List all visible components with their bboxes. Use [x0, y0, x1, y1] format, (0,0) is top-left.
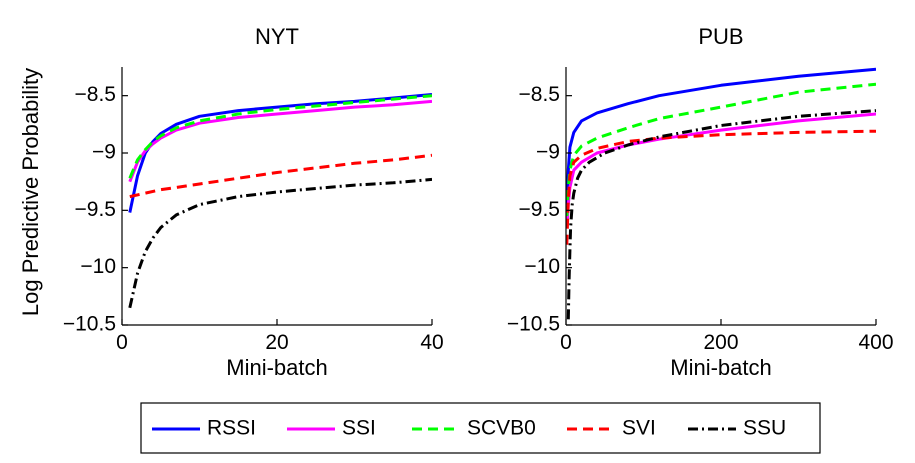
panel-pub-plot: −10.5 −10 −9.5 −9 −8.5 0 200 400 [507, 67, 894, 354]
y-tick-label-nyt: −9.5 [75, 198, 116, 221]
legend-label-ssu: SSU [743, 417, 786, 440]
series-scvb0-line-nyt [128, 94, 432, 179]
x-tick-label-pub: 200 [703, 331, 738, 354]
series-ssi-line-nyt [128, 99, 432, 183]
legend-label-scvb0: SCVB0 [467, 417, 536, 440]
y-tick-label-nyt: −8.5 [75, 83, 116, 106]
panel-nyt-xlabel: Mini-batch [226, 355, 327, 380]
legend: RSSI SSI SCVB0 SVI SSU [140, 402, 821, 454]
y-tick-label-pub: −9.5 [519, 198, 560, 221]
legend-label-svi: SVI [622, 417, 656, 440]
panel-pub-title: PUB [698, 24, 743, 49]
y-tick-label-nyt: −10 [80, 255, 116, 278]
x-tick-label-nyt: 20 [265, 331, 288, 354]
legend-box [140, 402, 821, 454]
series-svi-line-nyt [129, 153, 432, 199]
y-tick-label-pub: −9 [536, 141, 560, 164]
panel-pub: PUB Mini-batch −10.5 −10 −9.5 −9 −8.5 0 200 400 [507, 24, 894, 380]
y-axis-label: Log Predictive Probability [18, 68, 43, 316]
x-tick-label-pub: 400 [858, 331, 893, 354]
y-tick-label-pub: −10 [524, 255, 560, 278]
y-tick-label-nyt: −9 [92, 141, 116, 164]
series-ssu-line-pub [566, 109, 876, 320]
x-tick-label-pub: 0 [560, 331, 572, 354]
series-svi-line-pub [566, 129, 876, 245]
legend-label-ssi: SSI [342, 417, 376, 440]
y-tick-label-pub: −8.5 [519, 83, 560, 106]
panel-nyt-plot: −10.5 −10 −9.5 −9 −8.5 0 20 40 [63, 67, 444, 354]
series-rssi-line-pub [566, 67, 876, 205]
panel-nyt-title: NYT [255, 24, 299, 49]
series-ssu-line-nyt [128, 177, 432, 309]
y-tick-label-pub: −10.5 [507, 313, 560, 336]
y-tick-label-nyt: −10.5 [63, 313, 116, 336]
panel-nyt: NYT Mini-batch −10.5 −10 −9.5 −9 −8.5 0 20 40 [63, 24, 444, 380]
x-tick-label-nyt: 40 [420, 331, 443, 354]
panel-pub-xlabel: Mini-batch [670, 355, 771, 380]
x-tick-label-nyt: 0 [116, 331, 128, 354]
legend-label-rssi: RSSI [207, 417, 256, 440]
